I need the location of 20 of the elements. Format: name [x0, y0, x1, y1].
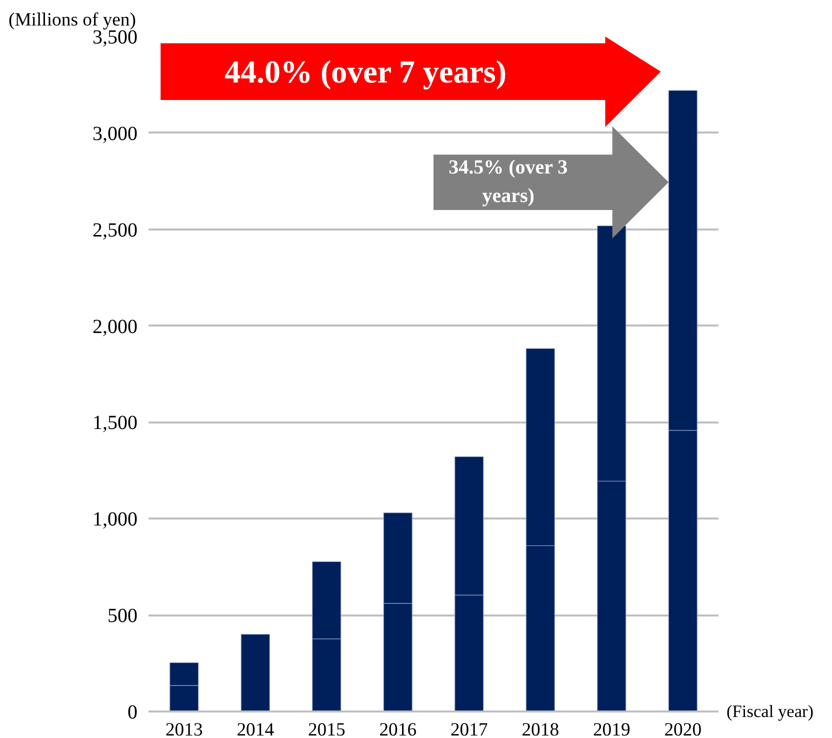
y-tick-label: 500 — [108, 605, 138, 628]
x-axis-title: (Fiscal year) — [726, 702, 814, 721]
x-tick-label: 2014 — [236, 720, 275, 738]
annotation: 44.0% (over 7 years) — [224, 54, 507, 90]
bar — [240, 634, 270, 712]
y-tick-label: 2,000 — [92, 316, 138, 338]
x-tick-label: 2016 — [379, 720, 417, 738]
y-tick-label: 0 — [128, 702, 138, 724]
y-tick-label: 2,500 — [92, 219, 138, 242]
y-tick-label: 3,000 — [92, 122, 138, 145]
x-tick-label: 2020 — [664, 720, 702, 738]
y-tick-label: 1,000 — [92, 508, 138, 531]
x-tick-label: 2017 — [450, 720, 488, 738]
x-tick-label: 2019 — [592, 720, 630, 738]
y-tick-label: 1,500 — [92, 412, 138, 434]
x-tick-label: 2013 — [165, 720, 203, 738]
annotation: 34.5% (over 3 years) — [448, 156, 568, 207]
y-axis-title: (Millions of yen) — [8, 10, 136, 30]
x-tick-label: 2015 — [308, 720, 346, 738]
x-tick-label: 2018 — [522, 720, 560, 738]
